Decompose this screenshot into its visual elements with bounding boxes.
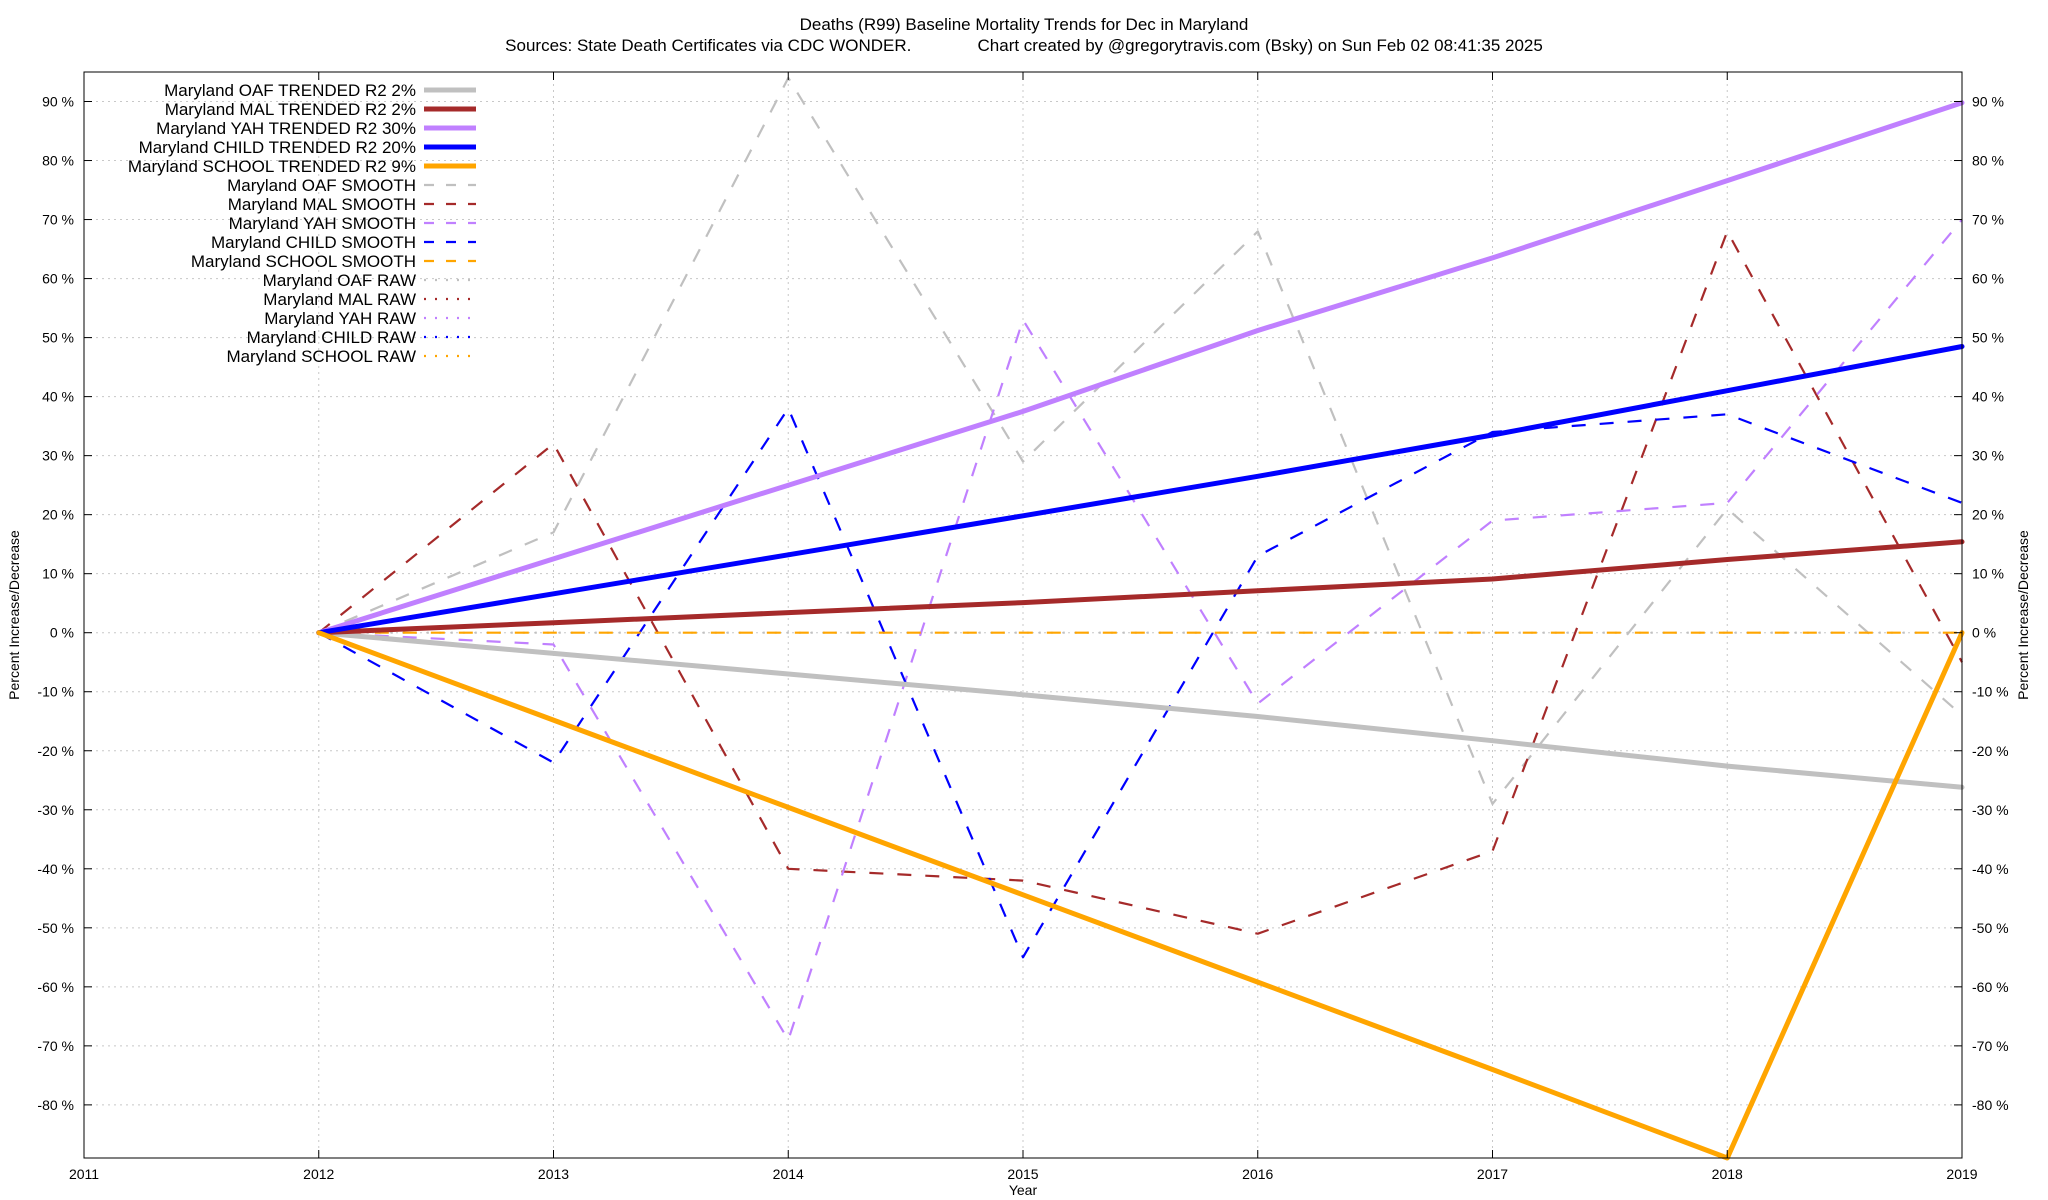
y-tick-label-right: 60 % bbox=[1972, 271, 2004, 287]
chart-title: Deaths (R99) Baseline Mortality Trends f… bbox=[800, 15, 1249, 34]
series-line-5 bbox=[318, 76, 1963, 806]
x-tick-label: 2017 bbox=[1477, 1166, 1508, 1182]
y-tick-label-left: 70 % bbox=[42, 212, 74, 228]
y-tick-label-right: 20 % bbox=[1972, 507, 2004, 523]
y-tick-label-left: -10 % bbox=[37, 684, 74, 700]
y-tick-label-left: 20 % bbox=[42, 507, 74, 523]
series-line-6 bbox=[318, 230, 1963, 935]
y-tick-label-left: 90 % bbox=[42, 94, 74, 110]
y-tick-label-left: -70 % bbox=[37, 1038, 74, 1054]
y-tick-label-left: 80 % bbox=[42, 153, 74, 169]
legend-label: Maryland CHILD TRENDED R2 20% bbox=[139, 138, 416, 157]
x-tick-label: 2018 bbox=[1712, 1166, 1743, 1182]
y-axis-label-left: Percent Increase/Decrease bbox=[6, 530, 22, 700]
y-tick-label-left: 10 % bbox=[42, 566, 74, 582]
y-tick-label-left: -50 % bbox=[37, 920, 74, 936]
legend-label: Maryland YAH TRENDED R2 30% bbox=[156, 119, 416, 138]
legend-label: Maryland SCHOOL TRENDED R2 9% bbox=[128, 157, 416, 176]
y-tick-label-right: -80 % bbox=[1972, 1097, 2009, 1113]
series-line-1 bbox=[316, 539, 1965, 636]
y-tick-label-left: 0 % bbox=[50, 625, 74, 641]
legend: Maryland OAF TRENDED R2 2%Maryland MAL T… bbox=[128, 81, 476, 366]
chart-subtitle: Sources: State Death Certificates via CD… bbox=[505, 36, 1543, 55]
y-tick-label-right: 50 % bbox=[1972, 330, 2004, 346]
y-tick-label-right: -50 % bbox=[1972, 920, 2009, 936]
y-tick-label-right: -10 % bbox=[1972, 684, 2009, 700]
legend-label: Maryland CHILD SMOOTH bbox=[211, 233, 416, 252]
y-tick-label-right: -20 % bbox=[1972, 743, 2009, 759]
y-tick-label-left: 60 % bbox=[42, 271, 74, 287]
y-tick-label-right: 70 % bbox=[1972, 212, 2004, 228]
y-tick-label-right: -70 % bbox=[1972, 1038, 2009, 1054]
axis-ticks: 90 % 90 % 80 % 80 % 70 % 70 % 60 % 60 % 50 % 50 %… bbox=[37, 72, 2009, 1182]
x-axis-label: Year bbox=[1009, 1182, 1038, 1198]
legend-label: Maryland MAL RAW bbox=[263, 290, 416, 309]
plot-series bbox=[316, 76, 1965, 1161]
legend-label: Maryland MAL TRENDED R2 2% bbox=[165, 100, 416, 119]
legend-label: Maryland YAH SMOOTH bbox=[229, 214, 416, 233]
legend-label: Maryland SCHOOL SMOOTH bbox=[191, 252, 416, 271]
grid bbox=[83, 72, 1963, 1158]
x-tick-label: 2013 bbox=[538, 1166, 569, 1182]
x-tick-label: 2014 bbox=[773, 1166, 804, 1182]
y-tick-label-right: 80 % bbox=[1972, 153, 2004, 169]
legend-label: Maryland CHILD RAW bbox=[247, 328, 416, 347]
y-tick-label-right: 10 % bbox=[1972, 566, 2004, 582]
x-tick-label: 2015 bbox=[1007, 1166, 1038, 1182]
x-tick-label: 2012 bbox=[303, 1166, 334, 1182]
y-tick-label-right: 90 % bbox=[1972, 94, 2004, 110]
y-axis-label-right: Percent Increase/Decrease bbox=[2015, 530, 2031, 700]
y-tick-label-left: -40 % bbox=[37, 861, 74, 877]
y-tick-label-left: -30 % bbox=[37, 802, 74, 818]
y-tick-label-left: 40 % bbox=[42, 389, 74, 405]
x-tick-label: 2016 bbox=[1242, 1166, 1273, 1182]
legend-label: Maryland SCHOOL RAW bbox=[226, 347, 416, 366]
legend-label: Maryland OAF TRENDED R2 2% bbox=[164, 81, 416, 100]
series-line-0 bbox=[316, 630, 1965, 790]
y-tick-label-right: -30 % bbox=[1972, 802, 2009, 818]
series-line-7 bbox=[318, 218, 1963, 1042]
legend-label: Maryland OAF RAW bbox=[263, 271, 416, 290]
y-tick-label-left: 30 % bbox=[42, 448, 74, 464]
legend-label: Maryland YAH RAW bbox=[264, 309, 416, 328]
legend-label: Maryland MAL SMOOTH bbox=[228, 195, 416, 214]
y-tick-label-right: -40 % bbox=[1972, 861, 2009, 877]
legend-label: Maryland OAF SMOOTH bbox=[227, 176, 416, 195]
y-tick-label-left: -60 % bbox=[37, 979, 74, 995]
series-line-4 bbox=[316, 630, 1965, 1161]
y-tick-label-right: 0 % bbox=[1972, 625, 1996, 641]
y-tick-label-left: 50 % bbox=[42, 330, 74, 346]
x-tick-label: 2019 bbox=[1946, 1166, 1977, 1182]
y-tick-label-right: -60 % bbox=[1972, 979, 2009, 995]
y-tick-label-left: -80 % bbox=[37, 1097, 74, 1113]
series-line-8 bbox=[318, 407, 1963, 959]
series-line-2 bbox=[316, 100, 1965, 636]
x-tick-label: 2011 bbox=[69, 1166, 99, 1182]
y-tick-label-right: 40 % bbox=[1972, 389, 2004, 405]
series-line-3 bbox=[316, 344, 1965, 636]
y-tick-label-right: 30 % bbox=[1972, 448, 2004, 464]
y-tick-label-left: -20 % bbox=[37, 743, 74, 759]
